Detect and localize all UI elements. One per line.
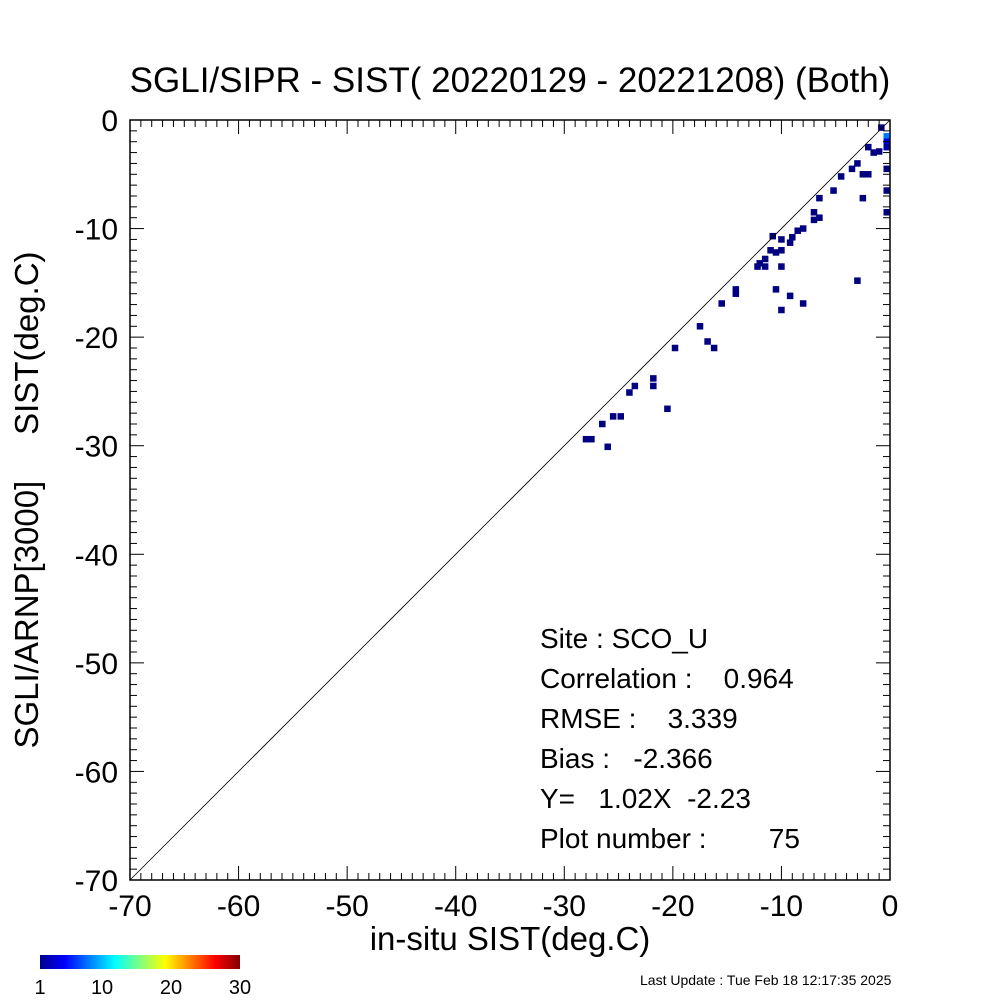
heatmap-cell: [786, 239, 794, 246]
stats-plot-number: Plot number : 75: [540, 823, 800, 854]
heatmap-cell: [582, 435, 590, 443]
heatmap-cell: [761, 263, 769, 270]
x-tick-label: 0: [882, 890, 899, 923]
heatmap-cell: [778, 247, 785, 254]
y-tick-label: -20: [75, 322, 118, 355]
heatmap-cell: [865, 143, 872, 151]
colorbar-tick-label: 10: [91, 977, 113, 999]
y-tick-label: -30: [75, 431, 118, 464]
heatmap-cell: [810, 209, 818, 216]
heatmap-cell: [799, 300, 807, 307]
heatmap-cell: [604, 443, 611, 451]
heatmap-cell: [786, 292, 794, 300]
heatmap-cells: [582, 124, 890, 451]
x-tick-label: -50: [325, 890, 368, 923]
heatmap-cell: [830, 187, 837, 194]
heatmap-cell: [761, 255, 769, 263]
heatmap-cell: [816, 194, 823, 202]
x-tick-label: -40: [434, 890, 477, 923]
heatmap-cell: [772, 286, 780, 293]
y-tick-label: -50: [75, 648, 118, 681]
chart-title: SGLI/SIPR - SIST( 20220129 - 20221208) (…: [130, 61, 891, 100]
heatmap-cell: [848, 165, 856, 173]
heatmap-cell: [704, 338, 711, 345]
colorbar-tick-label: 20: [160, 977, 182, 999]
axis-ticks: -70 -60 -50 -40 -30 -20 -10 0 -70 -60 -50 -40 -30 -20…: [75, 105, 899, 923]
x-axis-label: in-situ SIST(deg.C): [370, 920, 651, 957]
heatmap-cell: [772, 249, 780, 256]
heatmap-cell: [883, 187, 890, 194]
heatmap-cell: [883, 143, 890, 151]
last-update: Last Update : Tue Feb 18 12:17:35 2025: [640, 972, 892, 988]
colorbar: [40, 955, 240, 969]
y-tick-label: -60: [75, 756, 118, 789]
heatmap-cell: [870, 149, 877, 156]
heatmap-cell: [875, 148, 883, 155]
heatmap-cell: [732, 290, 740, 297]
heatmap-cell: [732, 286, 740, 293]
x-tick-label: -10: [760, 890, 803, 923]
heatmap-cell: [865, 171, 872, 178]
heatmap-cell: [816, 214, 823, 221]
heatmap-cell: [799, 225, 807, 232]
one-to-one-line: [129, 119, 891, 881]
colorbar-tick-label: 30: [229, 977, 251, 999]
heatmap-cell: [626, 389, 633, 396]
y-tick-label: -10: [75, 214, 118, 247]
heatmap-cell: [859, 194, 867, 202]
heatmap-cell: [588, 435, 595, 443]
heatmap-cell: [859, 171, 867, 178]
heatmap-cell: [631, 382, 639, 390]
y-axis-label: SGLI/ARNP[3000] SIST(deg.C): [8, 251, 45, 748]
colorbar-labels: 1 10 20 30: [34, 977, 251, 999]
heatmap-cell: [837, 173, 845, 180]
x-tick-label: -70: [108, 890, 151, 923]
heatmap-cell: [789, 234, 796, 241]
heatmap-cell: [617, 413, 624, 420]
colorbar-tick-label: 1: [34, 977, 45, 999]
heatmap-cell: [718, 300, 725, 307]
stats-box: Site : SCO_U Correlation : 0.964 RMSE : …: [540, 623, 800, 854]
heatmap-cell: [599, 420, 606, 428]
heatmap-cell: [883, 209, 890, 216]
stats-regression: Y= 1.02X -2.23: [540, 783, 751, 814]
y-tick-label: -40: [75, 539, 118, 572]
heatmap-cell: [609, 413, 617, 420]
heatmap-cell: [650, 382, 657, 390]
stats-bias: Bias : -2.366: [540, 743, 713, 774]
heatmap-cell: [671, 344, 679, 352]
heatmap-cell: [767, 247, 774, 254]
heatmap-cell: [754, 263, 761, 270]
heatmap-cell: [854, 277, 861, 284]
x-tick-label: -60: [217, 890, 260, 923]
heatmap-cell: [810, 216, 818, 224]
heatmap-cell: [650, 375, 657, 382]
heatmap-cell: [883, 165, 890, 173]
stats-site: Site : SCO_U: [540, 623, 708, 654]
heatmap-cell: [696, 323, 704, 330]
stats-correlation: Correlation : 0.964: [540, 663, 794, 694]
heatmap-cell: [854, 160, 861, 167]
x-tick-label: -20: [651, 890, 694, 923]
heatmap-cell: [778, 306, 785, 314]
stats-rmse: RMSE : 3.339: [540, 703, 738, 734]
heatmap-cell: [769, 232, 776, 240]
heatmap-cell: [710, 344, 718, 352]
heatmap-cell: [778, 236, 785, 243]
x-tick-label: -30: [543, 890, 586, 923]
heatmap-cell: [883, 133, 890, 140]
heatmap-cell: [794, 227, 801, 234]
heatmap-cell: [878, 124, 885, 131]
heatmap-cell: [664, 405, 671, 413]
y-tick-label: 0: [101, 105, 118, 138]
heatmap-cell: [778, 263, 785, 270]
y-tick-label: -70: [75, 865, 118, 898]
